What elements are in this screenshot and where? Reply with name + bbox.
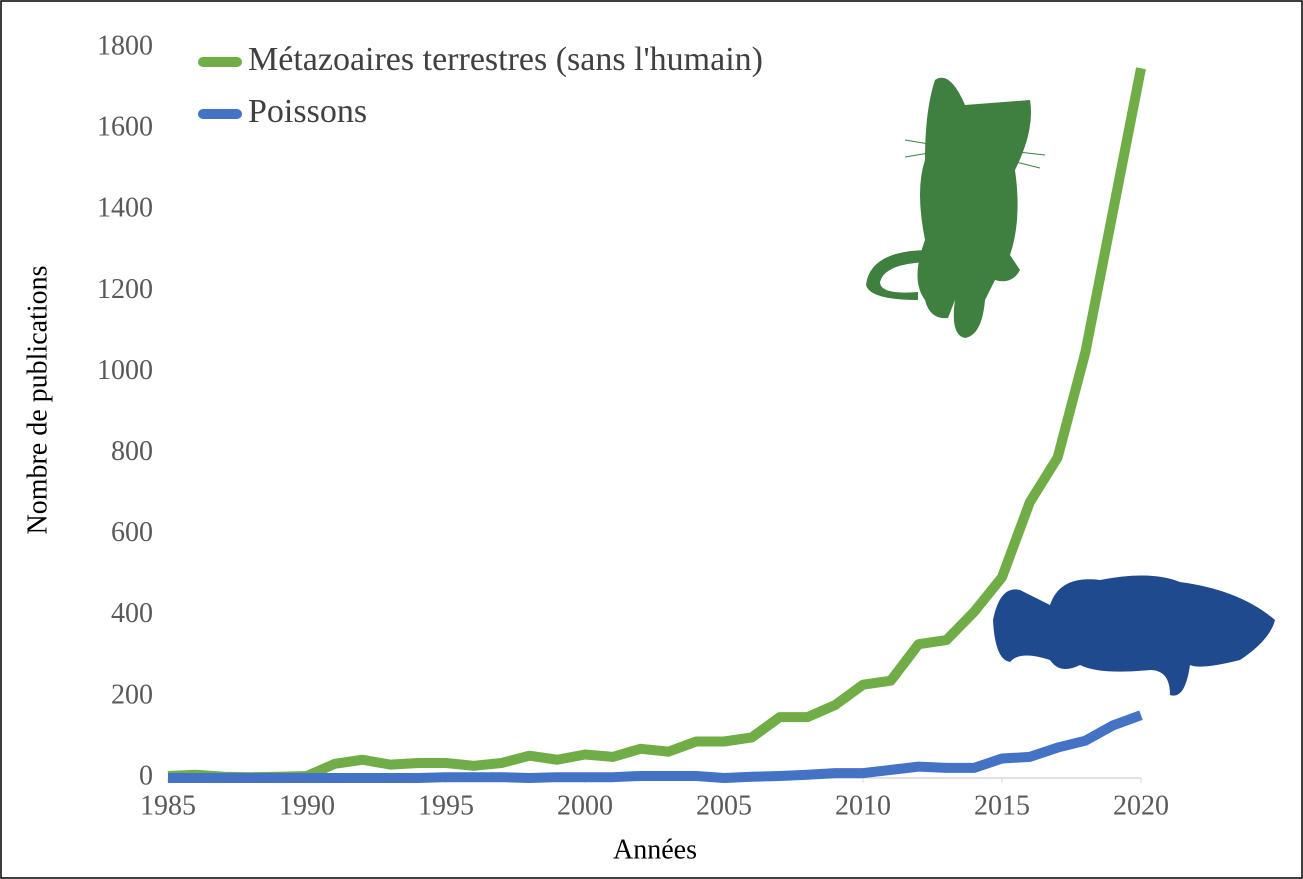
x-tick-label: 2015 [974,790,1030,821]
x-tick-label: 1995 [418,790,474,821]
legend-label: Poissons [248,93,367,130]
y-tick-label: 600 [111,517,153,548]
y-axis-title: Nombre de publications [22,265,53,534]
y-tick-label: 200 [111,679,153,710]
x-tick-label: 1985 [140,790,196,821]
series-line [168,710,1143,783]
y-tick-label: 400 [111,598,153,629]
x-axis-title: Années [613,834,697,865]
fish-icon [993,575,1275,696]
x-tick-label: 2010 [835,790,891,821]
x-tick-label: 1990 [279,790,335,821]
y-tick-label: 1400 [97,193,153,224]
x-tick-label: 2000 [557,790,613,821]
x-tick-label: 2005 [696,790,752,821]
y-tick-label: 0 [139,760,153,791]
x-tick-label: 2020 [1113,790,1169,821]
y-tick-label: 1800 [97,30,153,61]
series-line [167,67,1146,783]
y-tick-label: 1000 [97,355,153,386]
y-tick-label: 1600 [97,112,153,143]
y-tick-label: 1200 [97,274,153,305]
cat-icon [866,77,1046,339]
y-tick-label: 800 [111,436,153,467]
legend-label: Métazoaires terrestres (sans l'humain) [248,41,763,78]
